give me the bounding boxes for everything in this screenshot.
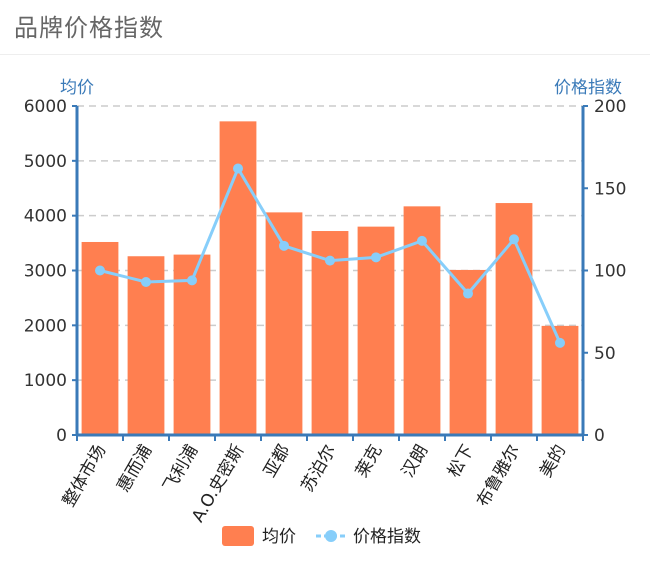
x-category-label: 莱克 [352, 442, 386, 481]
x-category-label: 飞利浦 [160, 442, 203, 496]
price-index-point-飞利浦[interactable] [187, 275, 197, 286]
x-category-label: 惠而浦 [114, 442, 157, 496]
legend-bar-swatch[interactable] [222, 526, 254, 546]
y-left-tick-label: 5000 [24, 152, 67, 172]
x-category-label: 松下 [444, 442, 478, 481]
price-index-point-布鲁雅尔[interactable] [509, 234, 519, 245]
price-index-point-松下[interactable] [463, 288, 473, 299]
y-left-tick-label: 1000 [24, 371, 67, 391]
price-index-point-整体市场[interactable] [95, 265, 105, 276]
page-title: 品牌价格指数 [14, 14, 164, 42]
y-right-tick-label: 0 [594, 426, 605, 446]
price-index-point-美的[interactable] [555, 337, 565, 348]
legend-line-label: 价格指数 [353, 527, 421, 547]
y-right-tick-label: 100 [594, 262, 626, 282]
y-right-axis-title: 价格指数 [554, 78, 622, 98]
price-index-point-苏泊尔[interactable] [325, 255, 335, 266]
price-index-point-汉朗[interactable] [417, 235, 427, 246]
x-category-label: 汉朗 [398, 442, 432, 481]
bar-A.O.史密斯[interactable] [219, 121, 257, 435]
y-left-tick-label: 4000 [24, 207, 67, 227]
y-left-tick-label: 3000 [24, 262, 67, 282]
y-right-tick-label: 50 [594, 344, 616, 364]
price-index-point-亚都[interactable] [279, 240, 289, 251]
y-left-tick-label: 0 [56, 426, 67, 446]
legend-line-marker [325, 530, 337, 542]
price-index-point-惠而浦[interactable] [141, 277, 151, 288]
y-left-tick-label: 6000 [24, 97, 67, 117]
y-left-tick-label: 2000 [24, 316, 67, 336]
legend-bar-label: 均价 [262, 527, 296, 547]
title-divider [0, 54, 650, 55]
y-left-axis-title: 均价 [60, 78, 94, 98]
x-category-label: 苏泊尔 [298, 442, 341, 496]
y-right-tick-label: 200 [594, 97, 626, 117]
x-category-label: 亚都 [260, 442, 294, 481]
price-index-point-莱克[interactable] [371, 252, 381, 263]
y-right-tick-label: 150 [594, 179, 626, 199]
x-category-label: 整体市场 [59, 442, 110, 511]
x-category-label: 布鲁雅尔 [473, 442, 524, 511]
price-index-point-A.O.史密斯[interactable] [233, 163, 243, 174]
x-category-label: 美的 [536, 442, 570, 481]
